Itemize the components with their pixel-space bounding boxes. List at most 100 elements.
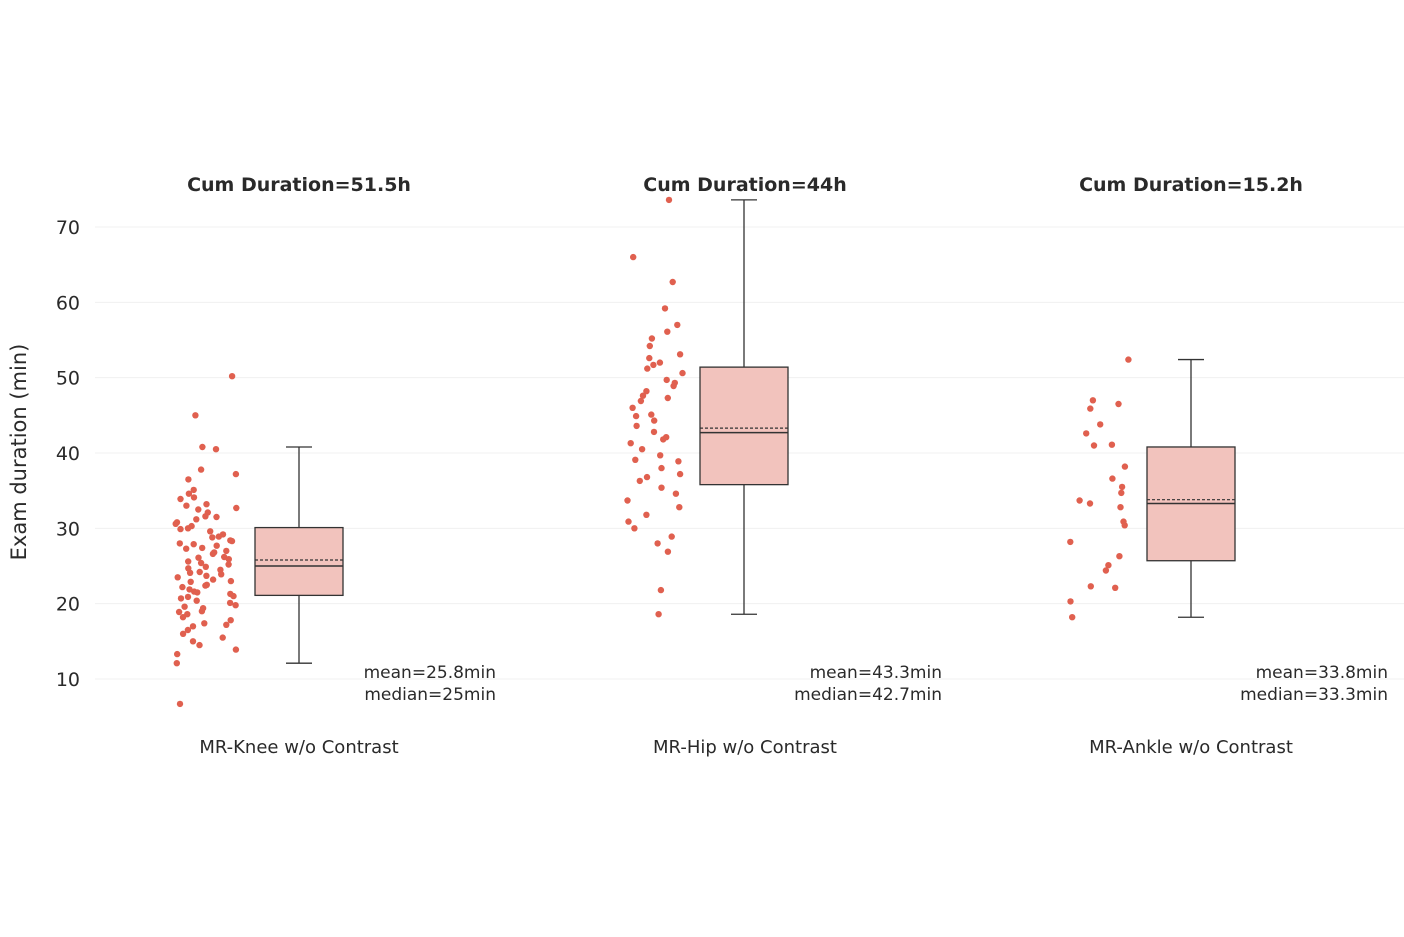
data-point: [203, 572, 210, 579]
data-point: [1067, 538, 1074, 546]
data-point: [661, 305, 669, 312]
data-point: [1083, 430, 1090, 437]
data-point: [193, 516, 200, 523]
data-point: [197, 466, 205, 473]
data-point: [646, 342, 653, 350]
category-label: MR-Hip w/o Contrast: [653, 737, 837, 758]
y-tick-label: 20: [56, 594, 80, 616]
y-tick-label: 50: [56, 368, 80, 390]
data-point: [175, 608, 183, 616]
data-point: [199, 443, 206, 451]
data-point: [184, 626, 192, 634]
data-point: [197, 559, 205, 567]
data-point: [1090, 442, 1098, 449]
data-point: [176, 700, 184, 708]
panel-knee: Cum Duration=51.5h MR-Knee w/o Contrast …: [172, 174, 496, 758]
data-point: [664, 548, 672, 555]
data-point: [218, 571, 225, 578]
data-point: [201, 620, 208, 627]
mean-label: mean=43.3min: [810, 663, 942, 683]
data-point: [195, 506, 202, 513]
data-point: [226, 599, 234, 607]
data-point: [189, 638, 197, 645]
data-point: [187, 578, 194, 585]
data-point: [1102, 567, 1110, 574]
data-point: [664, 328, 671, 335]
data-point: [676, 470, 684, 478]
data-point: [190, 494, 198, 501]
data-point: [658, 484, 665, 491]
data-point: [179, 583, 186, 591]
panel-ankle: Cum Duration=15.2h MR-Ankle w/o Contrast…: [1067, 174, 1388, 758]
data-point: [650, 361, 657, 369]
data-point: [648, 335, 656, 342]
data-point: [1076, 497, 1083, 504]
data-point: [177, 595, 185, 602]
data-point: [219, 634, 226, 641]
y-axis-label: Exam duration (min): [7, 344, 31, 561]
data-point: [209, 576, 217, 583]
data-point: [658, 464, 665, 472]
data-point: [676, 504, 683, 511]
data-point: [676, 351, 684, 358]
data-point: [1125, 356, 1132, 363]
data-point: [177, 525, 184, 533]
panel-hip: Cum Duration=44h MR-Hip w/o Contrast mea…: [624, 174, 942, 758]
data-point: [207, 528, 214, 535]
data-point: [632, 456, 639, 463]
data-point: [232, 646, 240, 653]
data-point: [227, 577, 235, 585]
y-tick-label: 40: [56, 443, 80, 465]
mean-label: mean=33.8min: [1256, 663, 1388, 683]
data-point: [223, 621, 230, 628]
data-point: [637, 397, 645, 405]
data-point: [185, 476, 192, 483]
data-point: [181, 603, 188, 610]
data-point: [1089, 397, 1097, 404]
data-point: [650, 428, 658, 436]
points-group: [624, 196, 686, 618]
data-point: [646, 354, 653, 362]
data-point: [213, 542, 220, 549]
data-point: [1086, 500, 1094, 507]
data-point: [190, 486, 197, 494]
data-point: [203, 501, 210, 508]
data-point: [185, 558, 192, 565]
y-tick-label: 60: [56, 292, 80, 314]
data-point: [193, 597, 200, 604]
data-point: [644, 365, 651, 372]
data-point: [639, 392, 647, 399]
data-point: [1112, 584, 1119, 591]
data-point: [202, 563, 209, 570]
data-point: [625, 518, 632, 525]
data-point: [643, 388, 650, 395]
data-point: [1121, 463, 1129, 470]
data-point: [230, 592, 237, 600]
data-point: [194, 589, 201, 596]
data-point: [651, 417, 658, 424]
data-point: [176, 540, 183, 547]
panel-title: Cum Duration=15.2h: [1079, 174, 1303, 196]
y-axis: Exam duration (min) 10 20 30 40 50 60 70: [7, 217, 80, 691]
category-label: MR-Ankle w/o Contrast: [1089, 737, 1293, 758]
data-point: [190, 541, 197, 548]
data-point: [185, 490, 193, 497]
mean-label: mean=25.8min: [364, 663, 496, 683]
data-point: [211, 549, 218, 556]
data-point: [232, 602, 239, 609]
panel-title: Cum Duration=51.5h: [187, 174, 411, 196]
data-point: [624, 497, 631, 504]
iqr-box: [254, 526, 344, 597]
data-point: [638, 446, 646, 453]
data-point: [1118, 489, 1125, 497]
data-point: [202, 582, 209, 589]
data-point: [177, 495, 184, 503]
data-point: [174, 650, 181, 658]
category-label: MR-Knee w/o Contrast: [199, 737, 398, 758]
data-point: [1087, 405, 1094, 412]
data-point: [184, 593, 192, 601]
data-point: [631, 525, 638, 532]
data-point: [1097, 421, 1104, 428]
data-point: [202, 513, 209, 520]
